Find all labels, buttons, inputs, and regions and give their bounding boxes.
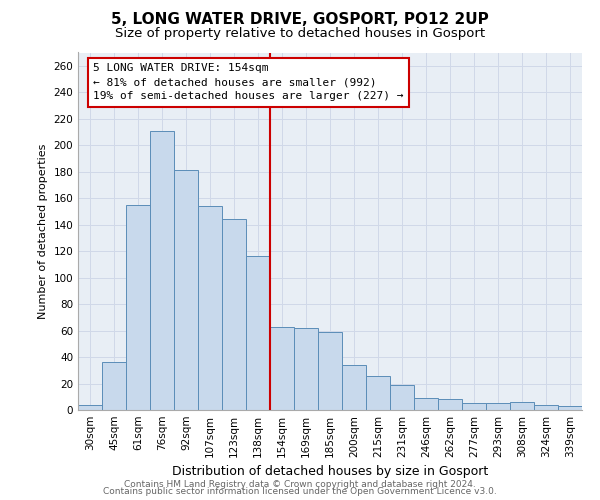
Bar bbox=[222, 220, 246, 410]
Bar bbox=[318, 332, 342, 410]
Text: Contains public sector information licensed under the Open Government Licence v3: Contains public sector information licen… bbox=[103, 487, 497, 496]
Text: 5, LONG WATER DRIVE, GOSPORT, PO12 2UP: 5, LONG WATER DRIVE, GOSPORT, PO12 2UP bbox=[111, 12, 489, 28]
Text: 5 LONG WATER DRIVE: 154sqm
← 81% of detached houses are smaller (992)
19% of sem: 5 LONG WATER DRIVE: 154sqm ← 81% of deta… bbox=[93, 63, 404, 101]
Bar bbox=[174, 170, 198, 410]
Bar bbox=[534, 404, 558, 410]
Bar bbox=[486, 404, 510, 410]
Bar bbox=[78, 404, 102, 410]
Bar bbox=[390, 385, 414, 410]
Bar bbox=[246, 256, 270, 410]
Bar bbox=[510, 402, 534, 410]
Text: Size of property relative to detached houses in Gosport: Size of property relative to detached ho… bbox=[115, 28, 485, 40]
Y-axis label: Number of detached properties: Number of detached properties bbox=[38, 144, 48, 319]
Bar bbox=[414, 398, 438, 410]
Bar bbox=[126, 205, 150, 410]
Bar bbox=[102, 362, 126, 410]
Bar bbox=[294, 328, 318, 410]
Bar bbox=[462, 404, 486, 410]
Bar bbox=[150, 130, 174, 410]
X-axis label: Distribution of detached houses by size in Gosport: Distribution of detached houses by size … bbox=[172, 466, 488, 478]
Text: Contains HM Land Registry data © Crown copyright and database right 2024.: Contains HM Land Registry data © Crown c… bbox=[124, 480, 476, 489]
Bar bbox=[342, 365, 366, 410]
Bar bbox=[366, 376, 390, 410]
Bar bbox=[438, 400, 462, 410]
Bar bbox=[270, 326, 294, 410]
Bar bbox=[198, 206, 222, 410]
Bar bbox=[558, 406, 582, 410]
